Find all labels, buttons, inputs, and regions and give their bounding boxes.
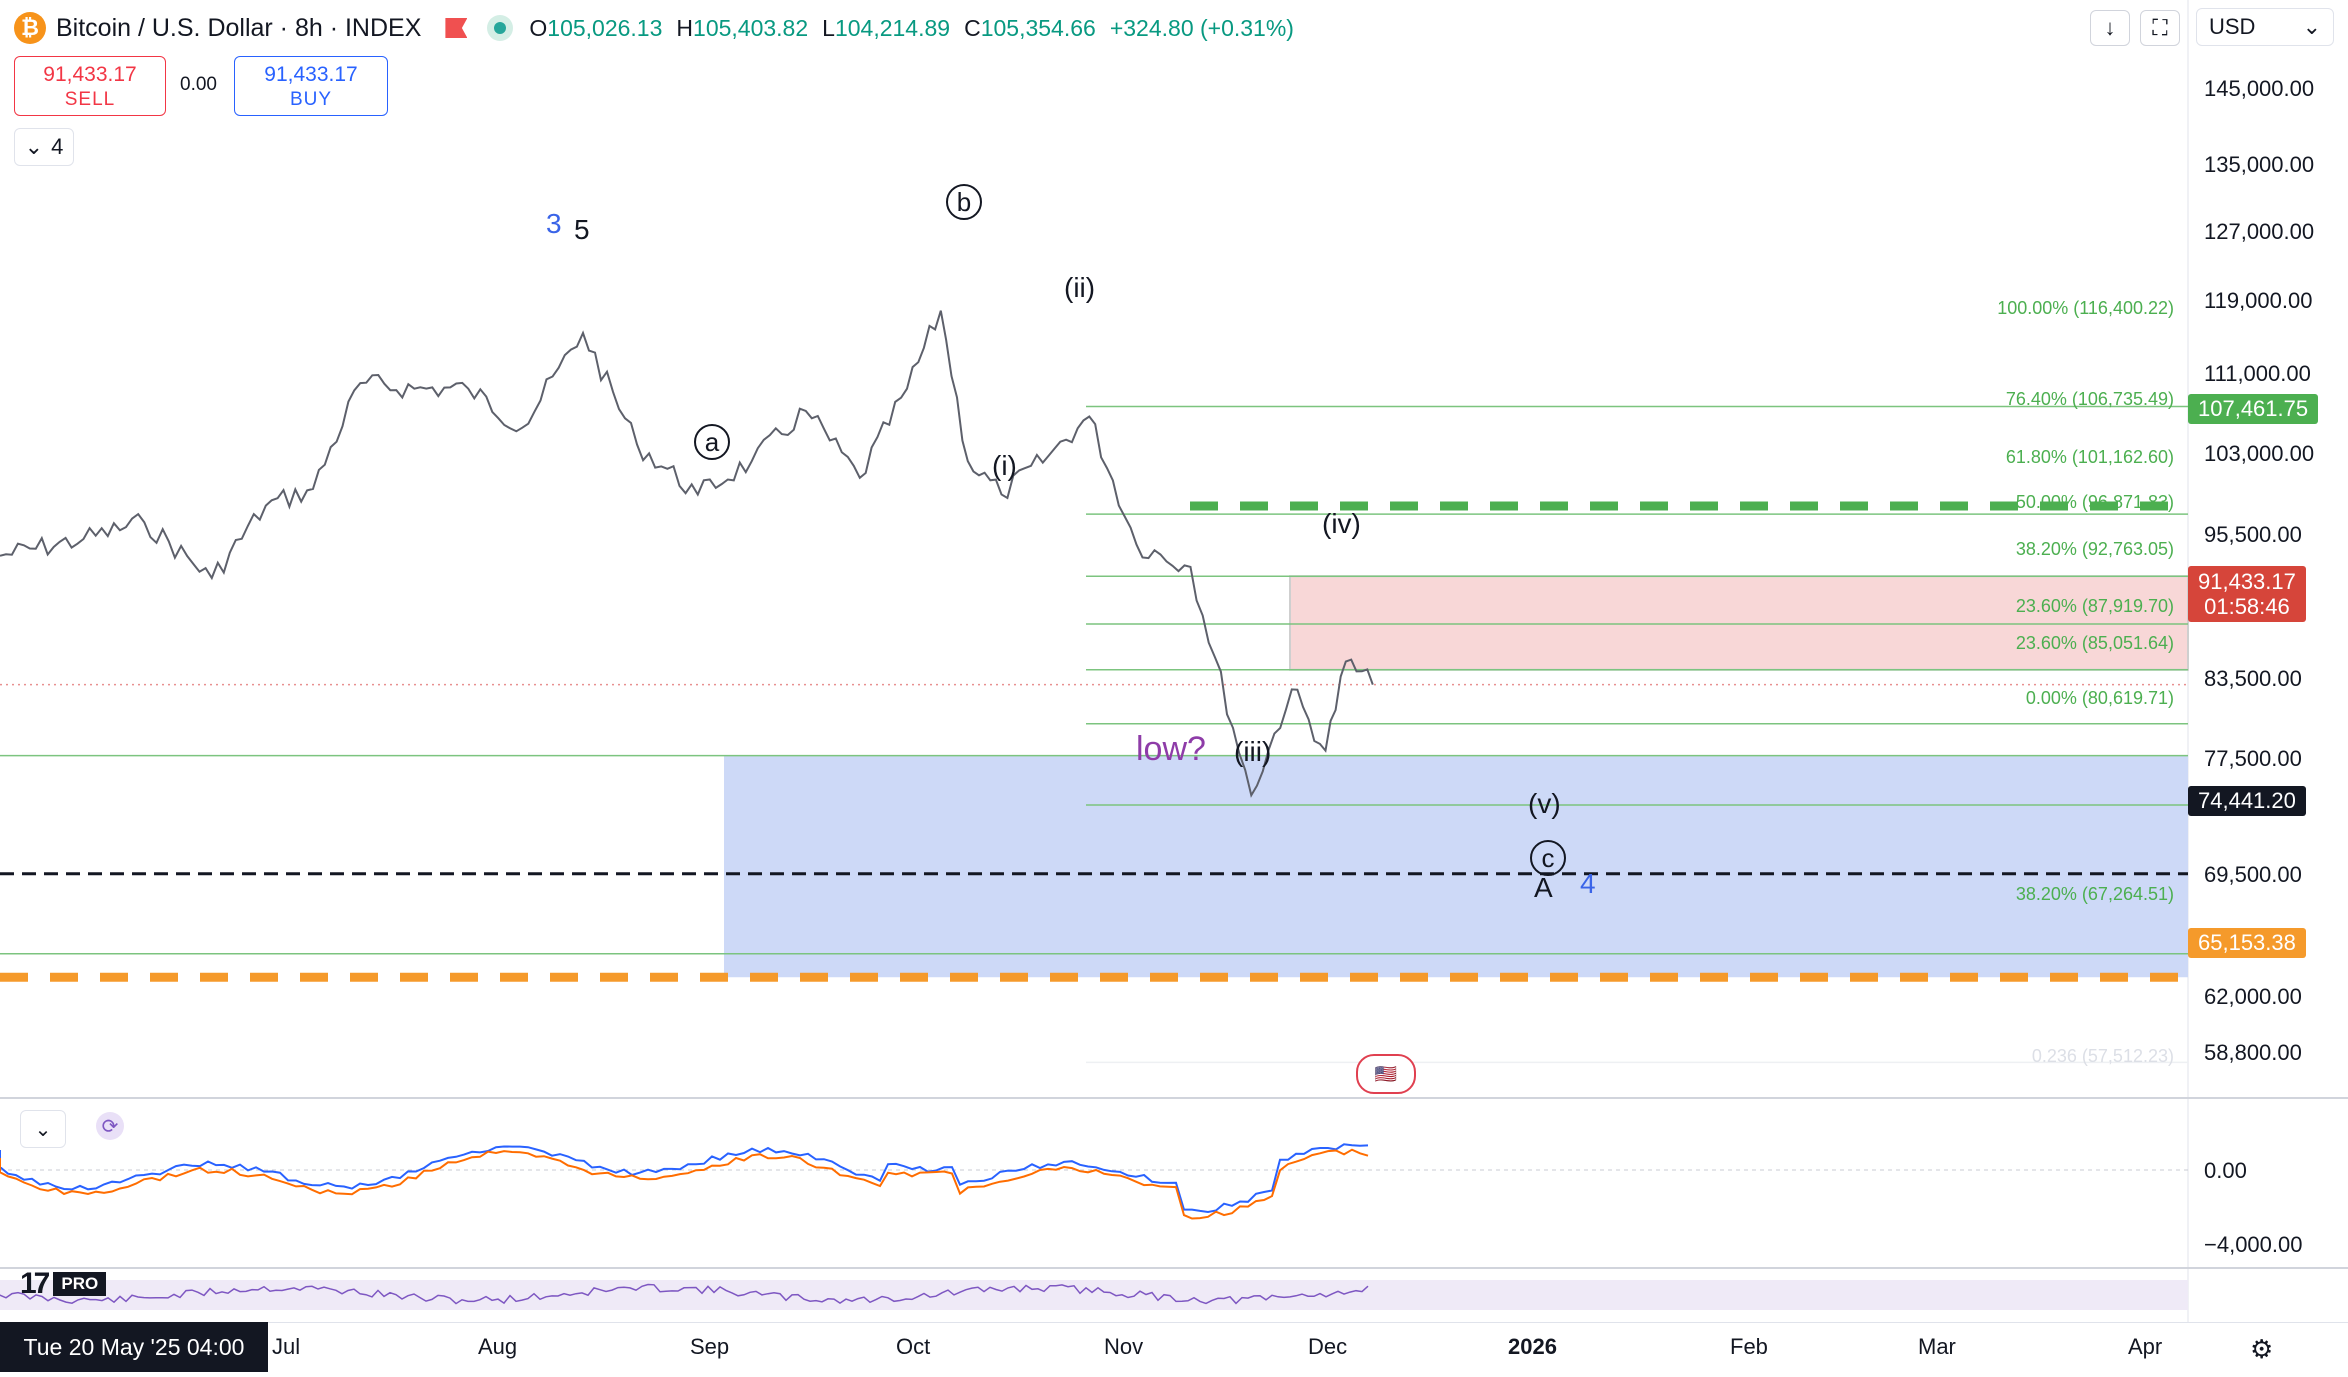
wave-label-low: low? (1136, 730, 1206, 768)
buy-button[interactable]: 91,433.17 BUY (234, 56, 388, 116)
flag-icon[interactable] (445, 18, 468, 38)
fib-label: 23.60% (87,919.70) (2015, 596, 2174, 616)
tradingview-logo: 17 PRO (20, 1267, 146, 1300)
fib-label: 0.00% (80,619.71) (2025, 688, 2174, 708)
signal-line (0, 1148, 1369, 1220)
indicators-toggle[interactable]: ⌄ 4 (14, 128, 74, 166)
price-change: +324.80 (+0.31%) (1109, 14, 1294, 41)
gear-icon[interactable]: ⚙ (2250, 1334, 2274, 1364)
time-axis-label: Dec (1308, 1334, 1348, 1359)
time-axis-label: Aug (478, 1334, 518, 1359)
bitcoin-icon: ₿ (14, 12, 46, 44)
price-tag-65153: 65,153.38 (2188, 928, 2306, 958)
fib-label: 61.80% (101,162.60) (2005, 447, 2174, 467)
time-axis-label: Sep (690, 1334, 730, 1359)
price-axis-label: 119,000.00 (2204, 288, 2313, 313)
price-axis-label: 135,000.00 (2204, 152, 2315, 177)
currency-select[interactable]: USD ⌄ (2196, 8, 2334, 46)
fullscreen-icon[interactable]: ⛶ (2140, 10, 2180, 46)
time-axis-label: Nov (1104, 1334, 1144, 1359)
time-axis-label: Jul (272, 1334, 301, 1359)
price-axis-label: 111,000.00 (2204, 361, 2311, 386)
fib-label: 23.60% (85,051.64) (2015, 633, 2174, 653)
wave-label-4: 4 (1580, 868, 1596, 899)
price-line (0, 310, 1374, 798)
wave-label-ii: (ii) (1064, 272, 1096, 303)
wave-label-i: (i) (992, 450, 1017, 481)
macd-axis-label: 0.00 (2204, 1158, 2247, 1183)
wave-label-A: A (1534, 872, 1553, 903)
time-axis-label: Apr (2128, 1334, 2163, 1359)
crosshair-date-label: Tue 20 May '25 04:00 (0, 1322, 268, 1372)
chevron-down-icon: ⌄ (2302, 14, 2321, 39)
fib-label: 38.20% (92,763.05) (2015, 539, 2174, 559)
wave-label-3: 3 (546, 208, 562, 239)
fib-label: 50.00% (96,871.83) (2015, 492, 2174, 512)
fib-label: 38.20% (67,264.51) (2015, 884, 2174, 904)
time-axis-label: Feb (1730, 1334, 1768, 1359)
rsi-line (0, 1283, 1369, 1305)
market-status-icon (487, 15, 514, 41)
time-axis[interactable] (0, 1322, 2348, 1377)
zone-support (724, 755, 2188, 978)
macd-line (0, 1143, 1369, 1214)
time-axis-label: Oct (896, 1334, 931, 1359)
price-axis-label: 69,500.00 (2204, 862, 2302, 887)
wave-label-iv: (iv) (1322, 508, 1361, 539)
zone-resistance (1289, 575, 2189, 671)
sell-button[interactable]: 91,433.17 SELL (14, 56, 166, 116)
macd-axis-label: −4,000.00 (2204, 1232, 2303, 1257)
fib-label: 76.40% (106,735.49) (2005, 389, 2174, 409)
spread-value: 0.00 (180, 74, 217, 95)
collapse-pane-button[interactable]: ⌄ (20, 1110, 66, 1148)
price-axis-label: 95,500.00 (2204, 522, 2302, 547)
price-axis-label: 127,000.00 (2204, 219, 2315, 244)
price-axis-label: 103,000.00 (2204, 441, 2315, 466)
price-axis-label: 62,000.00 (2204, 984, 2302, 1009)
us-flag-event-icon[interactable]: 🇺🇸 (1356, 1054, 1416, 1094)
fib-label: 0.236 (57,512.23) (2031, 1046, 2174, 1066)
last-price-tag: 91,433.17 01:58:46 (2188, 566, 2306, 622)
indicator-settings-icon[interactable]: ⟳ (96, 1112, 124, 1140)
price-axis-label: 77,500.00 (2204, 746, 2302, 771)
wave-label-a-circled: a (694, 424, 730, 460)
price-tag-107461: 107,461.75 (2188, 394, 2319, 424)
price-axis-label: 83,500.00 (2204, 666, 2302, 691)
price-tag-74441: 74,441.20 (2188, 786, 2306, 816)
wave-label-5: 5 (574, 214, 590, 245)
price-axis-label: 58,800.00 (2204, 1040, 2302, 1065)
fib-label: 100.00% (116,400.22) (1997, 298, 2174, 318)
time-axis-label: 2026 (1508, 1334, 1557, 1359)
symbol-header: ₿ Bitcoin / U.S. Dollar · 8h · INDEX O10… (14, 10, 1294, 46)
download-icon[interactable]: ↓ (2090, 10, 2130, 46)
wave-label-b-circled: b (946, 184, 982, 220)
wave-label-v: (v) (1528, 788, 1561, 819)
chevron-down-icon: ⌄ (24, 134, 44, 159)
wave-label-iii: (iii) (1234, 736, 1272, 767)
ohlc-readout: O105,026.13 H105,403.82 L104,214.89 C105… (529, 14, 1294, 41)
rsi-band (0, 1280, 2188, 1310)
symbol-title[interactable]: Bitcoin / U.S. Dollar · 8h · INDEX (56, 13, 422, 42)
chevron-down-icon: ⌄ (34, 1118, 52, 1141)
price-axis-label: 145,000.00 (2204, 76, 2315, 101)
time-axis-label: Mar (1918, 1334, 1956, 1359)
wave-label-c-circled: c (1530, 840, 1566, 876)
